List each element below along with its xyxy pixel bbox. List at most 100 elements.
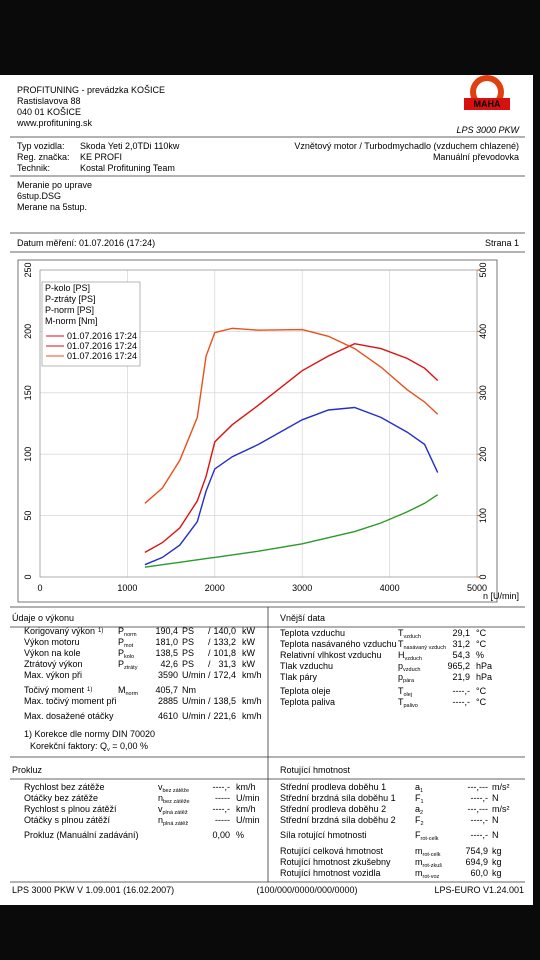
symbol-subscript: kolo: [124, 654, 134, 660]
factor-subscript: v: [107, 747, 110, 753]
label-text: Max. výkon při: [24, 670, 82, 680]
row-label: Síla rotující hmotnosti: [280, 830, 367, 840]
factor-text: Korekční faktory: Q: [30, 741, 107, 751]
unit: PS: [182, 648, 194, 658]
symbol: Tvzduch: [398, 628, 421, 640]
company-line: 040 01 KOŠICE: [17, 107, 81, 117]
separator-mark: /: [208, 670, 211, 680]
symbol-letter: m: [415, 846, 423, 856]
unit: kW: [242, 648, 256, 658]
chart-frame: [17, 259, 498, 603]
symbol-letter: P: [118, 637, 124, 647]
symbol-subscript: plná zátěž: [163, 821, 188, 827]
symbol-letter: n: [158, 793, 163, 803]
row-label: Prokluz (Manuální zadávání): [24, 830, 139, 840]
unit: kW: [242, 659, 256, 669]
symbol: a2: [415, 804, 423, 816]
row-label: Teplota vzduchu: [280, 628, 345, 638]
symbol: mrot-zkuš: [415, 857, 442, 869]
unit: km/h: [242, 670, 262, 680]
unit: %: [236, 830, 244, 840]
symbol-letter: P: [118, 648, 124, 658]
unit: kW: [242, 637, 256, 647]
value: 754,9: [465, 846, 488, 856]
correction-factor: Korekční faktory: Qv = 0,00 %: [30, 741, 148, 753]
row-label: Teplota nasávaného vzduchu: [280, 639, 397, 649]
unit: °C: [476, 639, 487, 649]
unit: °C: [476, 697, 487, 707]
value: 172,4: [213, 670, 236, 680]
y2-tick-label: 100: [478, 508, 488, 523]
symbol-letter: F: [415, 830, 421, 840]
value: ---,---: [468, 782, 488, 792]
row-label: Otáčky s plnou zátěží: [24, 815, 111, 825]
symbol-letter: m: [415, 857, 423, 867]
value: 21,9: [452, 672, 470, 682]
x-tick-label: 5000: [467, 583, 487, 593]
section-title: Prokluz: [12, 765, 43, 775]
legend-entry: M-norm [Nm]: [45, 316, 98, 326]
symbol-letter: T: [398, 628, 404, 638]
symbol: mrot-voz: [415, 868, 440, 880]
value: 2885: [158, 696, 178, 706]
vehicle-label: Typ vozidla:: [17, 141, 65, 151]
unit: PS: [182, 637, 194, 647]
symbol-subscript: 2: [421, 821, 424, 827]
symbol: Pztráty: [118, 659, 138, 671]
measurement-date: Datum měření: 01.07.2016 (17:24): [17, 238, 155, 248]
separator-mark: /: [208, 626, 211, 636]
y2-tick-label: 400: [478, 324, 488, 339]
symbol: Tnasávaný vzduch: [398, 639, 446, 651]
symbol-subscript: mot: [124, 643, 134, 649]
symbol-letter: a: [415, 804, 420, 814]
vehicle-value: KE PROFI: [80, 152, 122, 162]
label-text: Korigovaný výkon: [24, 626, 95, 636]
legend-entry: P-ztráty [PS]: [45, 294, 96, 304]
row-label: Střední prodleva doběhu 1: [280, 782, 386, 792]
unit: kg: [492, 857, 502, 867]
symbol-letter: F: [415, 815, 421, 825]
value: ----,-: [471, 793, 489, 803]
symbol: pvzduch: [398, 661, 420, 673]
row-label: Rotující celková hmotnost: [280, 846, 384, 856]
legend-entry: P-norm [PS]: [45, 305, 94, 315]
label-text: Max. točivý moment při: [24, 696, 117, 706]
series-line: [144, 406, 439, 566]
value: ----,-: [471, 815, 489, 825]
unit: U/min: [182, 670, 206, 680]
row-label: Výkon na kole: [24, 648, 81, 658]
unit: N: [492, 830, 499, 840]
unit: kW: [242, 626, 256, 636]
model-name: LPS 3000 PKW: [456, 125, 520, 135]
company-line: Rastislavova 88: [17, 96, 81, 106]
row-label: Rotující hmotnost zkušebny: [280, 857, 391, 867]
y-tick-label: 100: [23, 447, 33, 462]
row-label: Teplota oleje: [280, 686, 331, 696]
unit: km/h: [236, 782, 256, 792]
symbol-letter: T: [398, 686, 404, 696]
symbol: Pkolo: [118, 648, 134, 660]
symbol: Tolej: [398, 686, 412, 698]
value: ----,-: [471, 830, 489, 840]
symbol-subscript: norm: [126, 691, 139, 697]
row-label: Tlak vzduchu: [280, 661, 333, 671]
value: 54,3: [452, 650, 470, 660]
symbol-subscript: bez zátěže: [163, 788, 190, 794]
note-line: Merane na 5stup.: [17, 202, 87, 212]
unit: m/s²: [492, 782, 510, 792]
y2-tick-label: 300: [478, 385, 488, 400]
value: 60,0: [470, 868, 488, 878]
symbol-subscript: vzduch: [405, 656, 422, 662]
symbol-subscript: rot-celk: [421, 836, 439, 842]
value: ----,-: [213, 782, 231, 792]
value: ----,-: [453, 697, 471, 707]
value: 138,5: [213, 696, 236, 706]
paper: [0, 75, 533, 905]
symbol-subscript: 1: [420, 788, 423, 794]
row-label: Rotující hmotnost vozidla: [280, 868, 381, 878]
symbol-subscript: palivo: [404, 703, 418, 709]
note-line: Meranie po uprave: [17, 180, 92, 190]
symbol: mrot-celk: [415, 846, 441, 858]
company-line: www.profituning.sk: [16, 118, 93, 128]
